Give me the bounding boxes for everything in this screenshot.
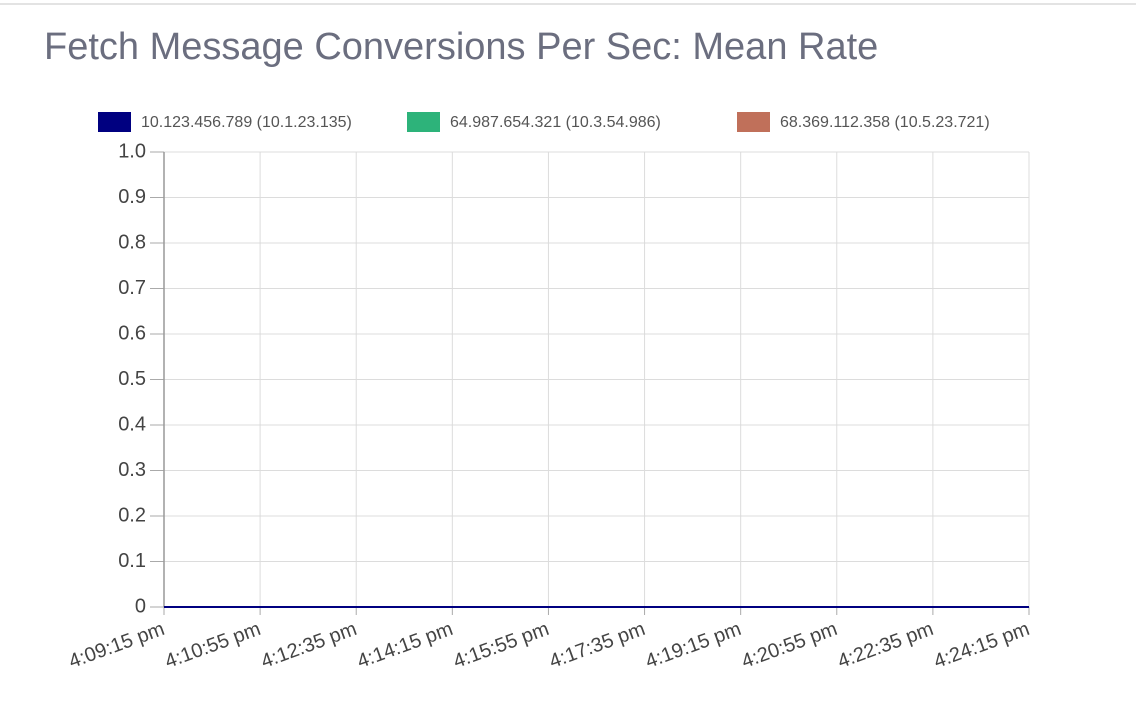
y-tick-label: 1.0 xyxy=(118,140,146,162)
y-tick-label: 0 xyxy=(135,595,146,617)
chart-title: Fetch Message Conversions Per Sec: Mean … xyxy=(44,26,878,68)
legend-label: 10.123.456.789 (10.1.23.135) xyxy=(141,114,352,131)
y-tick-label: 0.7 xyxy=(118,277,146,299)
legend-label: 68.369.112.358 (10.5.23.721) xyxy=(780,114,990,131)
y-tick-label: 0.6 xyxy=(118,322,146,344)
y-tick-label: 0.5 xyxy=(118,368,146,390)
x-tick-label: 4:24:15 pm xyxy=(931,618,1033,673)
x-tick-label: 4:20:55 pm xyxy=(739,618,841,673)
y-tick-label: 0.3 xyxy=(118,459,146,481)
y-tick-label: 0.2 xyxy=(118,504,146,526)
x-tick-label: 4:22:35 pm xyxy=(835,618,937,673)
x-tick-label: 4:15:55 pm xyxy=(450,618,552,673)
x-tick-label: 4:17:35 pm xyxy=(547,618,649,673)
legend-swatch xyxy=(98,112,131,132)
x-tick-label: 4:12:35 pm xyxy=(258,618,360,673)
legend-label: 64.987.654.321 (10.3.54.986) xyxy=(450,114,661,131)
x-tick-label: 4:10:55 pm xyxy=(162,618,264,673)
x-tick-label: 4:19:15 pm xyxy=(643,618,745,673)
x-tick-label: 4:14:15 pm xyxy=(354,618,456,673)
y-tick-label: 0.9 xyxy=(118,186,146,208)
y-tick-label: 0.1 xyxy=(118,550,146,572)
y-tick-label: 0.4 xyxy=(118,413,146,435)
legend-swatch xyxy=(407,112,440,132)
x-tick-label: 4:09:15 pm xyxy=(66,618,168,673)
y-tick-label: 0.8 xyxy=(118,231,146,253)
legend-swatch xyxy=(737,112,770,132)
